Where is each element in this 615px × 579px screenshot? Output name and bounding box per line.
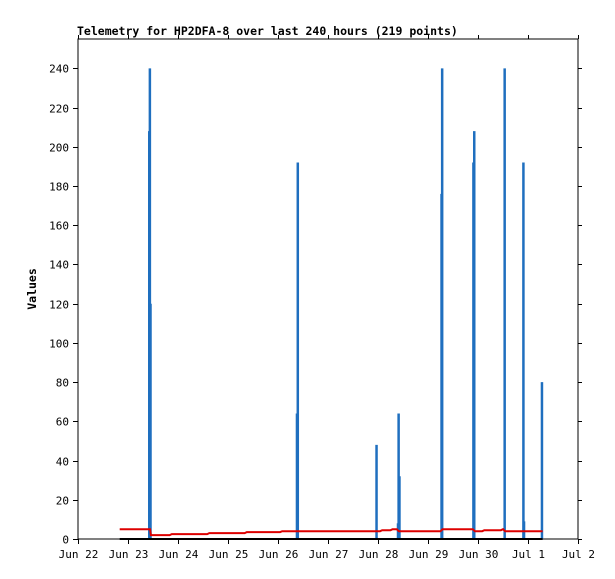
y-tick-label: 240 [49,63,69,76]
x-tick-label: Jun 27 [309,548,349,561]
x-tick-label: Jul 2 [562,548,595,561]
y-tick-label: 20 [56,495,69,508]
y-tick-label: 100 [49,338,69,351]
y-tick-label: 60 [56,416,69,429]
y-axis-label: Values [25,268,39,310]
x-tick-label: Jun 22 [59,548,99,561]
y-tick-label: 120 [49,299,69,312]
y-tick-label: 180 [49,181,69,194]
y-tick-label: 160 [49,220,69,233]
y-tick-label: 40 [56,456,69,469]
chart-title: Telemetry for HP2DFA-8 over last 240 hou… [77,24,458,38]
data-line-series-1 [119,528,543,537]
x-tick-label: Jun 28 [359,548,399,561]
x-tick-label: Jun 30 [459,548,499,561]
x-tick-label: Jun 24 [159,548,199,561]
plot-area: 0 20 40 60 80 100 120 140 160 180 200 220 240 Jun 22 J… [49,35,595,561]
x-tick-label: Jun 26 [259,548,299,561]
plot-frame [77,38,579,540]
x-tick-label: Jun 29 [409,548,449,561]
y-tick-label: 200 [49,142,69,155]
x-tick-label: Jun 23 [109,548,149,561]
y-tick-label: 220 [49,103,69,116]
x-tick-label: Jun 25 [209,548,249,561]
y-tick-label: 140 [49,259,69,272]
y-tick-label: 80 [56,377,69,390]
y-tick-label: 0 [62,534,69,547]
x-tick-label: Jul 1 [512,548,545,561]
